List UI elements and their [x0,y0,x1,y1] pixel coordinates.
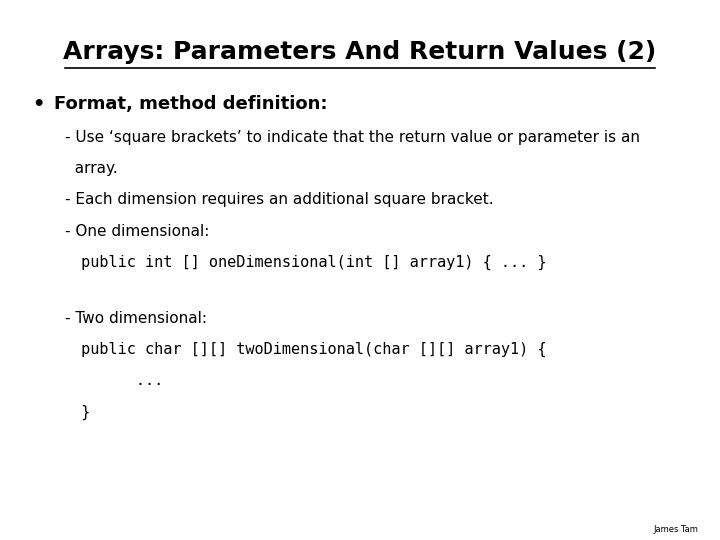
Text: Format, method definition:: Format, method definition: [54,94,328,112]
Text: array.: array. [65,161,117,176]
Text: - Each dimension requires an additional square bracket.: - Each dimension requires an additional … [65,192,493,207]
Text: public int [] oneDimensional(int [] array1) { ... }: public int [] oneDimensional(int [] arra… [72,255,546,270]
Text: ...: ... [72,373,163,388]
Text: public char [][] twoDimensional(char [][] array1) {: public char [][] twoDimensional(char [][… [72,342,546,357]
Text: }: } [72,404,90,420]
Text: - Use ‘square brackets’ to indicate that the return value or parameter is an: - Use ‘square brackets’ to indicate that… [65,130,640,145]
Text: Arrays: Parameters And Return Values (2): Arrays: Parameters And Return Values (2) [63,40,657,64]
Text: •: • [32,94,45,113]
Text: - One dimensional:: - One dimensional: [65,224,210,239]
Text: James Tam: James Tam [654,524,698,534]
Text: - Two dimensional:: - Two dimensional: [65,310,207,326]
